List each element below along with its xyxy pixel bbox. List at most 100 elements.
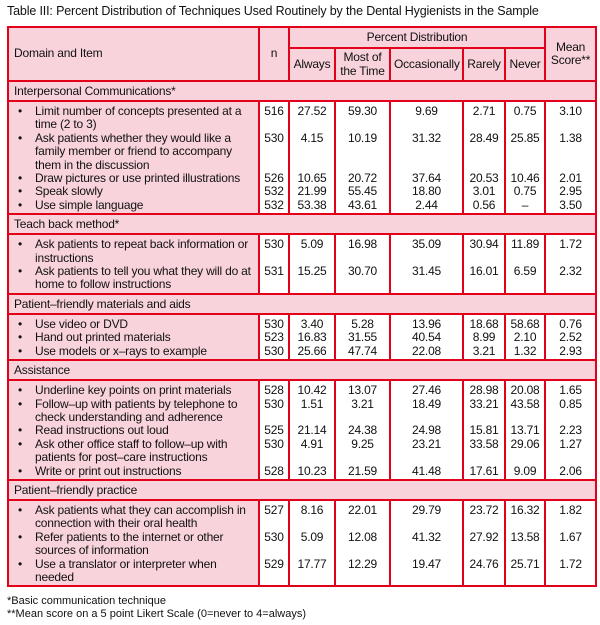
- value-always: 21.14: [288, 423, 336, 438]
- value-always: 3.40: [288, 313, 336, 332]
- value-most: 30.70: [334, 264, 391, 295]
- value-n: 530: [258, 313, 290, 332]
- value-rarely: 8.99: [462, 330, 506, 345]
- value-never: 0.75: [503, 101, 547, 132]
- value-always: 21.99: [288, 185, 336, 199]
- value-most: 21.59: [334, 464, 391, 481]
- value-mean: 0.85: [544, 397, 598, 425]
- footnote-basic: *Basic communication technique: [7, 595, 166, 608]
- value-n: 527: [258, 499, 290, 531]
- value-most: 12.08: [334, 530, 391, 558]
- value-most: 10.19: [334, 131, 391, 173]
- value-always: 10.42: [288, 380, 336, 398]
- item-cell: • Ask patients what they can accomplish i…: [7, 499, 260, 531]
- item-label: Limit number of concepts presented at a …: [35, 104, 242, 132]
- item-label: Use video or DVD: [35, 316, 128, 331]
- value-occ: 37.64: [389, 171, 464, 186]
- value-most: 3.21: [334, 397, 391, 425]
- value-rarely: 16.01: [462, 264, 506, 295]
- header-always: Always: [288, 47, 336, 82]
- value-most: 59.30: [334, 101, 391, 132]
- table-row: • Write or print out instructions 528 10.23…: [7, 463, 598, 481]
- item-cell: • Use a translator or interpreter when ne…: [7, 557, 260, 588]
- item-label: Ask patients whether they would like a f…: [35, 130, 232, 172]
- table-row: • Read instructions out loud 525 21.14 24.38…: [7, 423, 598, 438]
- value-occ: 24.98: [389, 423, 464, 438]
- table-title: Table III: Percent Distribution of Techn…: [7, 4, 539, 18]
- bullet-icon: •: [18, 436, 23, 451]
- value-never: 13.58: [503, 530, 547, 558]
- value-rarely: 18.68: [462, 313, 506, 332]
- value-mean: 1.72: [544, 557, 598, 588]
- value-occ: 27.46: [389, 380, 464, 398]
- bullet-icon: •: [18, 529, 23, 544]
- value-mean: 2.32: [544, 264, 598, 295]
- table-row: • Ask other office staff to follow–up wit…: [7, 436, 598, 465]
- header-percent-distribution: Percent Distribution: [287, 26, 547, 49]
- value-occ: 18.49: [389, 397, 464, 425]
- item-cell: • Ask patients whether they would like a …: [7, 130, 260, 173]
- value-n: 530: [258, 344, 290, 362]
- value-rarely: 17.61: [462, 464, 506, 481]
- table-row: • Ask patients whether they would like a …: [7, 130, 598, 173]
- value-rarely: 33.58: [462, 437, 506, 465]
- item-label: Speak slowly: [35, 184, 103, 199]
- value-occ: 9.69: [389, 101, 464, 132]
- value-never: –: [503, 198, 547, 216]
- item-label: Write or print out instructions: [35, 463, 182, 478]
- value-rarely: 30.94: [462, 234, 506, 266]
- bullet-icon: •: [18, 423, 23, 438]
- value-most: 9.25: [334, 437, 391, 465]
- value-most: 24.38: [334, 423, 391, 438]
- item-label: Ask patients to tell you what they will …: [35, 264, 251, 292]
- value-occ: 23.21: [389, 437, 464, 465]
- header-domain: Domain and Item: [7, 26, 260, 82]
- value-rarely: 23.72: [462, 499, 506, 531]
- value-most: 20.72: [334, 171, 391, 186]
- value-n: 532: [258, 185, 290, 199]
- item-cell: • Ask patients to repeat back information…: [7, 234, 260, 266]
- value-always: 1.51: [288, 397, 336, 425]
- header-most-of-the-time: Most of the Time: [334, 47, 391, 82]
- item-cell: • Read instructions out loud: [7, 423, 260, 438]
- item-label: Ask patients to repeat back information …: [35, 237, 249, 265]
- value-rarely: 28.49: [462, 131, 506, 173]
- header-never: Never: [503, 47, 547, 82]
- value-always: 15.25: [288, 264, 336, 295]
- item-cell: • Speak slowly: [7, 184, 260, 199]
- value-never: 0.75: [503, 185, 547, 199]
- value-mean: 3.50: [544, 198, 598, 216]
- bullet-icon: •: [18, 330, 23, 345]
- item-cell: • Follow–up with patients by telephone to…: [7, 397, 260, 425]
- value-n: 528: [258, 464, 290, 481]
- value-always: 53.38: [288, 198, 336, 216]
- value-rarely: 3.21: [462, 344, 506, 362]
- value-most: 5.28: [334, 313, 391, 332]
- table-row: • Use models or x–rays to example 530 25.66…: [7, 344, 598, 362]
- item-cell: • Use models or x–rays to example: [7, 344, 260, 362]
- value-never: 9.09: [503, 464, 547, 481]
- value-never: 6.59: [503, 264, 547, 295]
- value-most: 12.29: [334, 557, 391, 588]
- item-cell: • Hand out printed materials: [7, 330, 260, 345]
- value-always: 16.83: [288, 330, 336, 345]
- bullet-icon: •: [18, 171, 23, 186]
- value-occ: 31.45: [389, 264, 464, 295]
- bullet-icon: •: [18, 197, 23, 212]
- value-most: 13.07: [334, 380, 391, 398]
- section-name: Patient–friendly materials and aids: [6, 292, 598, 315]
- section-name: Patient–friendly practice: [6, 478, 598, 501]
- value-n: 523: [258, 330, 290, 345]
- value-n: 529: [258, 557, 290, 588]
- value-mean: 1.38: [544, 131, 598, 173]
- bullet-icon: •: [18, 237, 23, 252]
- value-always: 5.09: [288, 530, 336, 558]
- table-row: • Follow–up with patients by telephone to…: [7, 397, 598, 425]
- item-label: Ask other office staff to follow–up with…: [35, 436, 228, 465]
- table-row: • Use simple language 532 53.38 43.61 2.44 0.5…: [7, 197, 598, 216]
- value-n: 530: [258, 530, 290, 558]
- header-occasionally: Occasionally: [389, 47, 464, 82]
- distribution-table: Domain and Item n Percent Distribution M…: [6, 26, 598, 588]
- value-occ: 18.80: [389, 185, 464, 199]
